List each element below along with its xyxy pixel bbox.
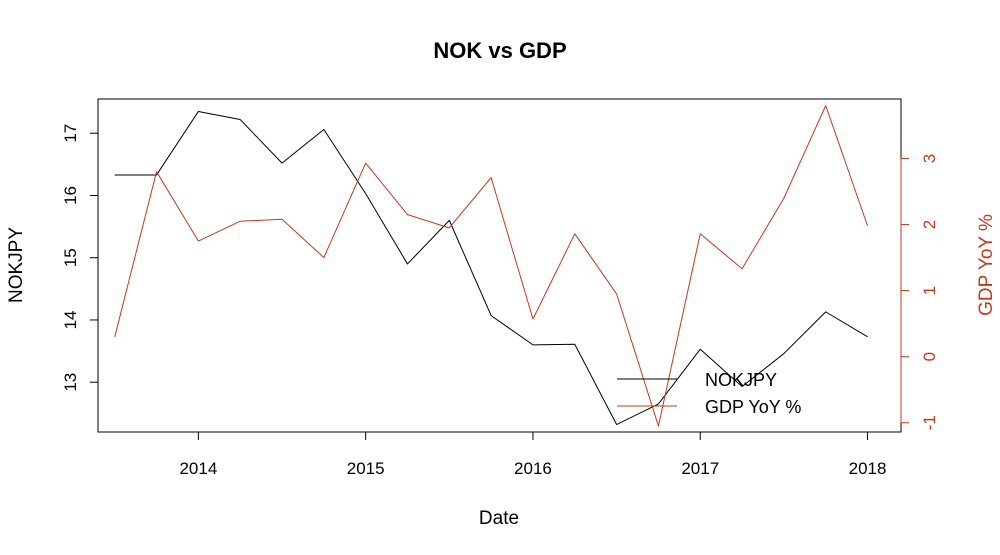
y-left-tick-label: 14	[61, 311, 80, 330]
x-axis-title: Date	[479, 508, 519, 529]
x-tick-label: 2015	[347, 459, 385, 478]
y-left-axis: 13 14 15 16 17	[61, 124, 99, 392]
y-left-axis-title: NOKJPY	[6, 227, 27, 303]
x-tick-label: 2017	[681, 459, 719, 478]
series-line-nokjpy	[114, 110, 868, 426]
x-tick-label: 2016	[514, 459, 552, 478]
y-left-tick-label: 16	[61, 186, 80, 205]
chart-title: NOK vs GDP	[433, 38, 566, 63]
y-right-axis: -1 0 1 2 3	[900, 154, 939, 430]
y-left-tick-label: 15	[61, 248, 80, 267]
series-line-gdp	[114, 105, 869, 427]
y-right-tick-label: 0	[920, 352, 939, 361]
legend: NOKJPY GDP YoY %	[617, 370, 801, 417]
plot-frame	[97, 98, 902, 433]
y-left-tick-label: 17	[61, 124, 80, 143]
y-right-tick-label: -1	[920, 415, 939, 430]
x-tick-label: 2018	[849, 459, 887, 478]
y-right-axis-title: GDP YoY %	[976, 214, 997, 316]
x-axis: 2014 2015 2016 2017 2018	[179, 431, 887, 478]
x-tick-label: 2014	[179, 459, 217, 478]
y-right-tick-label: 2	[920, 220, 939, 229]
y-right-tick-label: 1	[920, 286, 939, 295]
y-left-tick-label: 13	[61, 373, 80, 392]
series-layer	[114, 105, 869, 427]
y-right-tick-label: 3	[920, 154, 939, 163]
legend-label-nokjpy: NOKJPY	[705, 370, 777, 390]
legend-label-gdp: GDP YoY %	[705, 397, 801, 417]
